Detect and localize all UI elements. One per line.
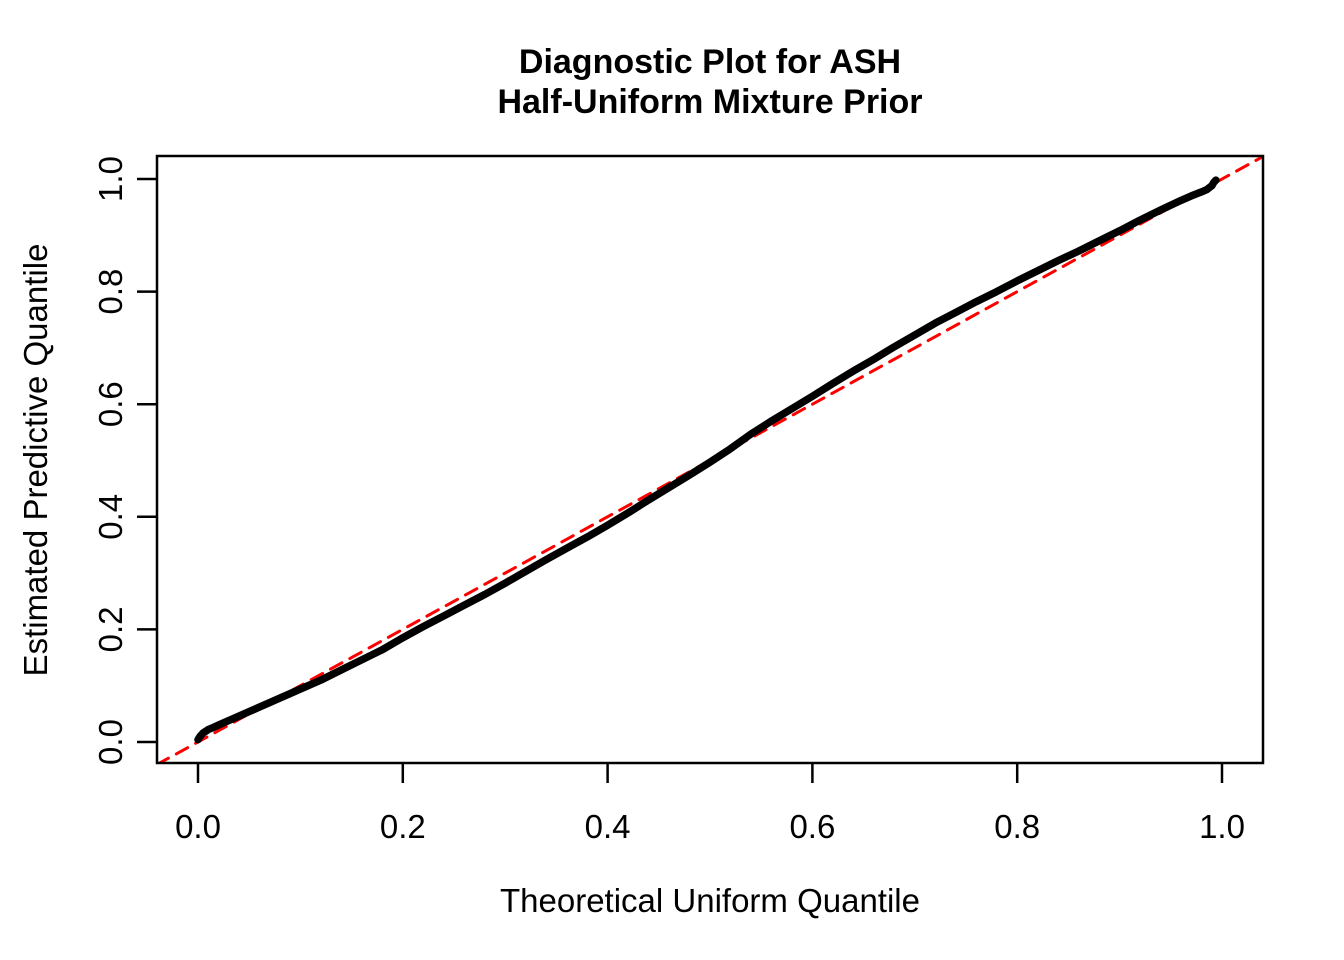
x-tick-label: 0.2 [380,808,426,845]
y-tick-label: 1.0 [92,156,129,202]
chart-title: Diagnostic Plot for ASH Half-Uniform Mix… [157,42,1263,122]
chart-title-line2: Half-Uniform Mixture Prior [497,83,923,121]
chart-title-line1: Diagnostic Plot for ASH [518,43,902,81]
x-tick-label: 0.0 [175,808,221,845]
y-tick-label: 0.6 [92,381,129,427]
estimated-predictive-quantile-curve [194,176,1220,744]
x-tick-label: 0.6 [789,808,835,845]
y-tick-label: 0.4 [92,494,129,540]
x-tick-label: 1.0 [1199,808,1245,845]
y-tick-label: 0.0 [92,719,129,765]
y-axis-title: Estimated Predictive Quantile [17,243,54,677]
x-tick-label: 0.4 [585,808,631,845]
x-tick-label: 0.8 [994,808,1040,845]
plot-frame [155,154,1265,765]
y-tick-label: 0.2 [92,606,129,652]
reference-identity-line [157,156,1263,763]
x-axis-title: Theoretical Uniform Quantile [499,882,920,919]
y-tick-label: 0.8 [92,269,129,315]
